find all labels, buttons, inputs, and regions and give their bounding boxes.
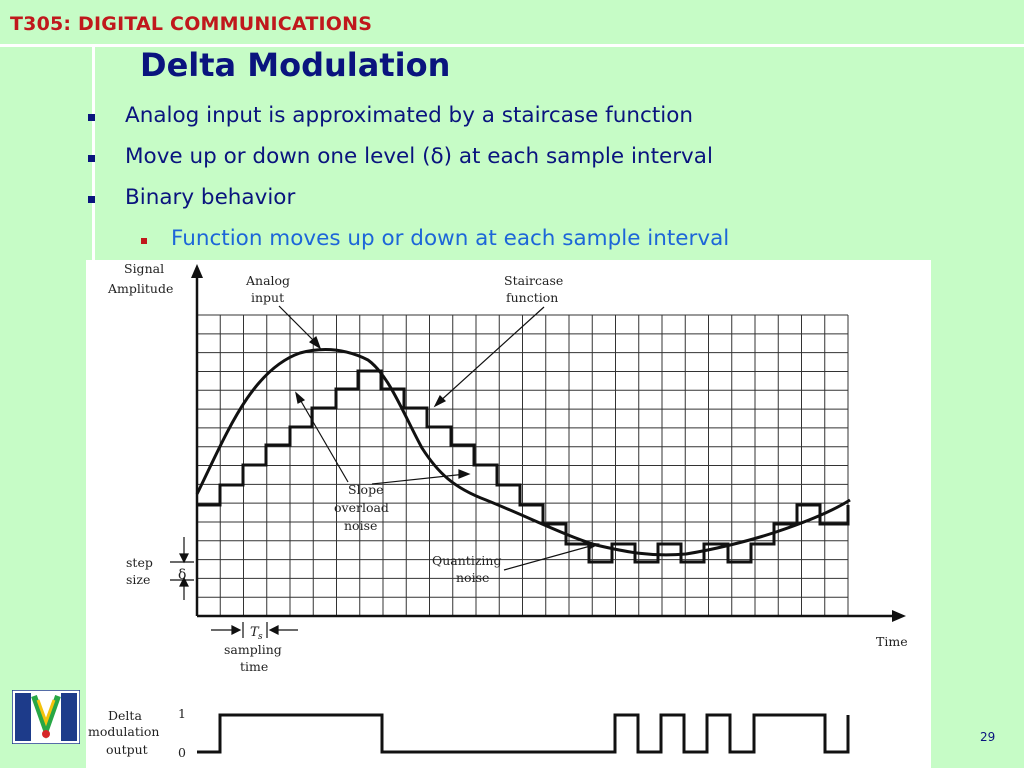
sampling-time-label: sampling — [224, 642, 282, 657]
left-sidebar — [0, 47, 95, 768]
bullet-marker — [88, 155, 95, 162]
sampling-time-label: time — [240, 659, 268, 674]
quantizing-noise-label: Quantizing — [432, 553, 501, 568]
ts-subscript: s — [258, 632, 263, 642]
output-label: Delta — [108, 708, 142, 723]
delta-symbol: δ — [178, 567, 186, 583]
bullet-item: Analog input is approximated by a stairc… — [125, 103, 693, 128]
y-axis-arrow — [191, 264, 203, 278]
analog-label: input — [251, 290, 284, 305]
bullet-item: Binary behavior — [125, 185, 296, 210]
analog-label: Analog — [245, 273, 290, 288]
x-axis-arrow — [892, 610, 906, 622]
delta-modulation-figure: Signal Amplitude Analog input Staircase … — [86, 260, 931, 768]
quantizing-noise-label: noise — [456, 570, 489, 585]
slope-overload-label: overload — [334, 500, 389, 515]
course-title: T305: DIGITAL COMMUNICATIONS — [10, 13, 373, 35]
sub-bullet-marker — [141, 238, 147, 244]
x-axis-label: Time — [876, 634, 908, 649]
slope-overload-label: noise — [344, 518, 377, 533]
header-bar: T305: DIGITAL COMMUNICATIONS — [0, 0, 1024, 47]
header-divider — [0, 44, 1024, 47]
analog-input-curve — [195, 347, 851, 557]
slide-title: Delta Modulation — [140, 46, 451, 84]
y-axis-label: Amplitude — [107, 281, 173, 296]
delta-modulation-diagram: Signal Amplitude Analog input Staircase … — [88, 261, 908, 760]
university-logo-icon — [11, 689, 81, 745]
bullet-marker — [88, 114, 95, 121]
step-size-label: step — [126, 555, 153, 570]
staircase-label: Staircase — [504, 273, 563, 288]
output-label: modulation — [88, 724, 159, 739]
bullet-marker — [88, 196, 95, 203]
ts-symbol: T — [250, 625, 260, 640]
sub-bullet-item: Function moves up or down at each sample… — [171, 226, 730, 251]
delta-output-waveform — [197, 713, 850, 754]
level-high-label: 1 — [178, 706, 186, 721]
annotation-arrows — [170, 305, 600, 638]
bullet-item: Move up or down one level (δ) at each sa… — [125, 144, 713, 169]
grid — [196, 314, 849, 617]
step-size-label: size — [126, 572, 150, 587]
output-label: output — [106, 742, 148, 757]
page-number: 29 — [980, 730, 996, 744]
staircase-label: function — [506, 290, 558, 305]
y-axis-label: Signal — [124, 261, 164, 276]
level-low-label: 0 — [178, 745, 186, 760]
slope-overload-label: Slope — [348, 482, 384, 497]
